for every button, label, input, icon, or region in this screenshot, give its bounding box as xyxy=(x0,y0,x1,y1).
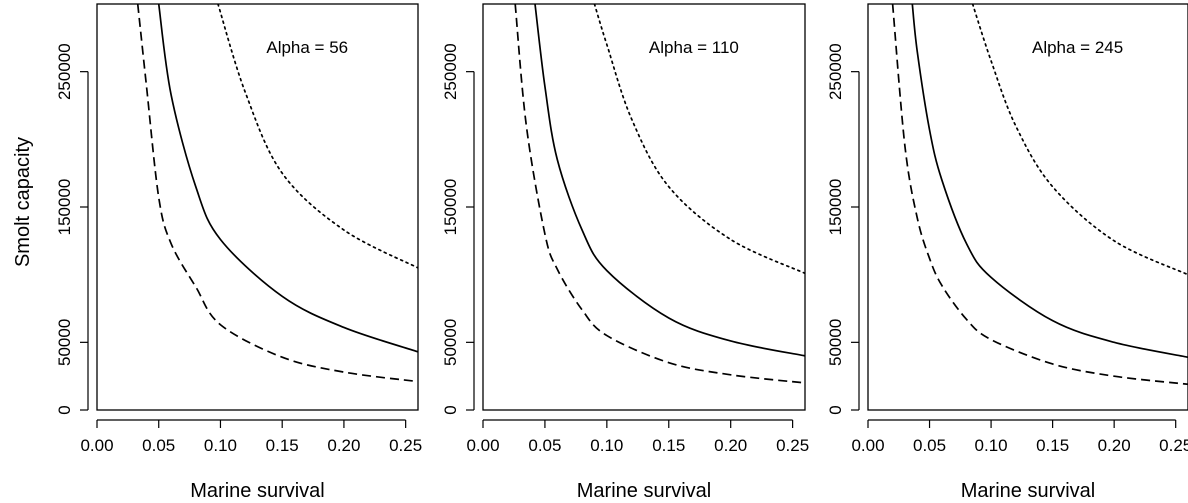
y-axis-title: Smolt capacity xyxy=(12,137,34,267)
x-axis-title: Marine survival xyxy=(961,480,1095,502)
series-dotted-line xyxy=(217,4,418,269)
series-dashed-line xyxy=(891,4,1188,386)
x-tick-label: 0.15 xyxy=(1036,436,1069,455)
y-tick-label: 50000 xyxy=(55,319,74,366)
x-tick-label: 0.25 xyxy=(389,436,422,455)
x-tick-label: 0.10 xyxy=(204,436,237,455)
series-solid-line xyxy=(157,4,418,353)
alpha-annotation: Alpha = 110 xyxy=(649,38,739,57)
y-tick-label: 0 xyxy=(441,405,460,414)
y-tick-label: 0 xyxy=(826,405,845,414)
y-tick-label: 50000 xyxy=(826,319,845,366)
series-group xyxy=(514,4,805,384)
series-solid-line xyxy=(911,4,1188,359)
series-solid-line xyxy=(534,4,805,357)
y-tick-label: 250000 xyxy=(826,43,845,100)
x-tick-label: 0.15 xyxy=(652,436,685,455)
y-tick-label: 50000 xyxy=(441,319,460,366)
panel-3: 0.00 0.05 0.10 0.15 0.20 0.25 Marine survival 0… xyxy=(826,3,1188,502)
y-tick-label: 150000 xyxy=(441,179,460,236)
panel-1: 0.00 0.05 0.10 0.15 0.20 0.25 Marine survival 0… xyxy=(55,3,422,502)
alpha-annotation: Alpha = 56 xyxy=(266,38,348,57)
x-tick-label: 0.20 xyxy=(327,436,360,455)
plot-frame xyxy=(867,3,1188,411)
y-tick-label: 150000 xyxy=(826,179,845,236)
y-tick-label: 250000 xyxy=(55,43,74,100)
x-tick-label: 0.05 xyxy=(142,436,175,455)
x-tick-label: 0.15 xyxy=(266,436,299,455)
x-tick-label: 0.20 xyxy=(1098,436,1131,455)
series-group xyxy=(891,4,1188,386)
series-dotted-line xyxy=(971,4,1188,276)
x-tick-label: 0.05 xyxy=(913,436,946,455)
series-dashed-line xyxy=(136,4,418,383)
x-axis-title: Marine survival xyxy=(190,480,324,502)
x-tick-label: 0.00 xyxy=(80,436,113,455)
y-tick-label: 150000 xyxy=(55,179,74,236)
x-tick-label: 0.10 xyxy=(975,436,1008,455)
x-tick-label: 0.10 xyxy=(590,436,623,455)
x-tick-label: 0.00 xyxy=(466,436,499,455)
x-tick-label: 0.00 xyxy=(851,436,884,455)
panels: 0.00 0.05 0.10 0.15 0.20 0.25 Marine survival 0… xyxy=(55,3,1188,502)
x-tick-label: 0.25 xyxy=(1159,436,1188,455)
alpha-annotation: Alpha = 245 xyxy=(1032,38,1123,57)
series-dashed-line xyxy=(514,4,805,384)
x-tick-label: 0.20 xyxy=(714,436,747,455)
series-dotted-line xyxy=(593,4,805,275)
y-tick-label: 0 xyxy=(55,405,74,414)
y-tick-label: 250000 xyxy=(441,43,460,100)
plot-frame xyxy=(96,3,419,411)
x-tick-label: 0.25 xyxy=(776,436,809,455)
panel-2: 0.00 0.05 0.10 0.15 0.20 0.25 Marine survival 0… xyxy=(441,3,809,502)
x-axis-title: Marine survival xyxy=(577,480,711,502)
plot-frame xyxy=(482,3,806,411)
series-group xyxy=(136,4,418,383)
x-tick-label: 0.05 xyxy=(528,436,561,455)
